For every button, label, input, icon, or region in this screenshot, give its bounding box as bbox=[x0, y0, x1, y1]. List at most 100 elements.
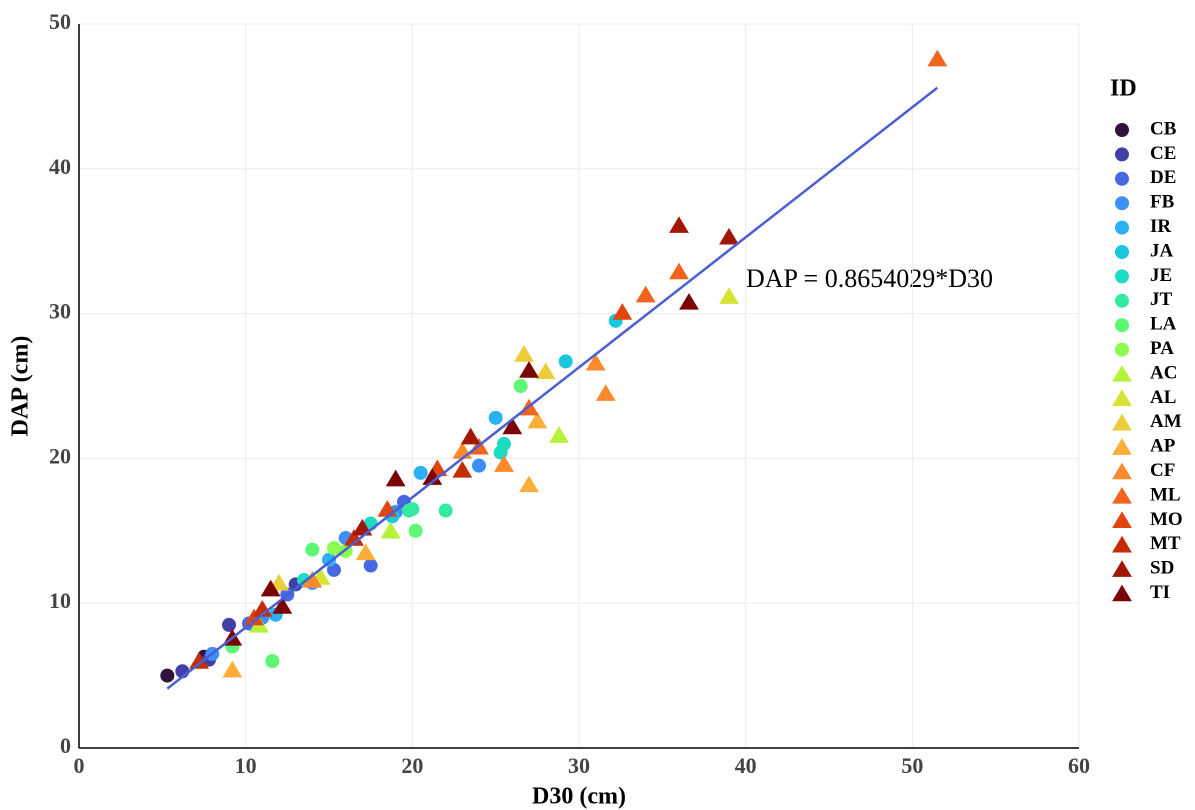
legend-label: CB bbox=[1150, 118, 1177, 139]
legend-label: JA bbox=[1150, 240, 1174, 261]
point bbox=[408, 523, 423, 538]
y-tick-label: 40 bbox=[49, 154, 71, 179]
point bbox=[305, 542, 320, 557]
point bbox=[422, 468, 443, 485]
point bbox=[535, 362, 556, 380]
point bbox=[719, 287, 739, 304]
point bbox=[355, 543, 376, 561]
point bbox=[189, 652, 209, 669]
point bbox=[252, 599, 273, 617]
legend-label: JT bbox=[1150, 289, 1173, 310]
x-tick-label: 40 bbox=[735, 753, 757, 778]
point bbox=[595, 384, 616, 401]
point bbox=[363, 558, 378, 573]
y-tick-label: 50 bbox=[49, 9, 71, 34]
x-tick-label: 50 bbox=[901, 753, 923, 778]
point bbox=[460, 427, 481, 445]
point bbox=[438, 503, 453, 518]
point bbox=[519, 475, 539, 493]
legend-label: DE bbox=[1150, 167, 1176, 188]
legend-marker bbox=[1112, 511, 1132, 529]
legend-marker bbox=[1112, 413, 1132, 431]
legend-label: AM bbox=[1150, 411, 1182, 432]
x-tick-label: 60 bbox=[1068, 753, 1090, 778]
point bbox=[549, 426, 569, 443]
annotation: DAP = 0.8654029*D30 bbox=[746, 264, 993, 293]
point bbox=[585, 353, 606, 371]
legend-label: AL bbox=[1150, 387, 1176, 408]
point bbox=[494, 455, 514, 472]
point bbox=[380, 521, 401, 539]
legend-label: LA bbox=[1150, 314, 1177, 335]
legend-marker bbox=[1112, 389, 1132, 407]
legend-label: AP bbox=[1150, 436, 1176, 457]
legend-marker bbox=[1115, 123, 1129, 137]
point bbox=[322, 552, 336, 567]
point bbox=[502, 417, 523, 435]
x-tick-label: 20 bbox=[401, 753, 423, 778]
point bbox=[272, 597, 293, 614]
x-tick-label: 0 bbox=[74, 753, 85, 778]
legend-marker bbox=[1115, 220, 1129, 235]
y-tick-label: 20 bbox=[49, 443, 71, 468]
legend-label: ML bbox=[1150, 484, 1181, 505]
point bbox=[222, 660, 243, 678]
legend-label: IR bbox=[1150, 216, 1171, 237]
point bbox=[302, 571, 323, 588]
point bbox=[260, 579, 281, 597]
y-tick-label: 0 bbox=[60, 733, 71, 758]
point bbox=[679, 293, 699, 310]
point bbox=[244, 608, 264, 626]
legend-marker bbox=[1115, 342, 1129, 357]
trendline bbox=[166, 86, 939, 690]
legend-marker bbox=[1115, 245, 1129, 259]
x-tick-label: 30 bbox=[568, 753, 590, 778]
legend-label: CE bbox=[1150, 143, 1176, 164]
point bbox=[160, 668, 175, 683]
legend-marker bbox=[1112, 462, 1132, 480]
legend-label: MT bbox=[1150, 533, 1181, 554]
legend-marker bbox=[1112, 438, 1132, 455]
x-axis-title: D30 (cm) bbox=[532, 784, 626, 810]
point bbox=[927, 49, 948, 67]
legend-marker bbox=[1112, 584, 1132, 602]
point bbox=[558, 354, 573, 369]
point bbox=[635, 285, 656, 303]
point bbox=[385, 469, 406, 487]
point bbox=[527, 411, 548, 429]
point bbox=[472, 458, 486, 473]
legend-label: MO bbox=[1150, 509, 1183, 530]
legend-marker bbox=[1112, 487, 1132, 504]
point bbox=[265, 654, 280, 669]
legend-marker bbox=[1115, 318, 1129, 333]
legend-label: JE bbox=[1150, 265, 1172, 286]
legend-label: AC bbox=[1150, 362, 1177, 383]
point bbox=[413, 465, 428, 480]
point bbox=[669, 262, 689, 280]
legend-marker bbox=[1112, 535, 1132, 553]
y-axis-title: DAP (cm) bbox=[8, 336, 34, 437]
y-tick-label: 30 bbox=[49, 299, 71, 324]
point bbox=[493, 445, 508, 460]
legend-marker bbox=[1112, 560, 1132, 577]
point bbox=[514, 345, 534, 362]
legend-label: FB bbox=[1150, 192, 1175, 213]
point bbox=[513, 379, 528, 393]
legend-marker bbox=[1112, 365, 1132, 382]
legend-label: SD bbox=[1150, 558, 1174, 579]
point bbox=[452, 460, 473, 478]
legend-marker bbox=[1115, 293, 1129, 308]
legend-label: CF bbox=[1150, 460, 1175, 481]
legend-marker bbox=[1115, 269, 1129, 284]
point bbox=[222, 617, 236, 632]
x-tick-label: 10 bbox=[235, 753, 257, 778]
point bbox=[612, 303, 633, 320]
point bbox=[669, 216, 689, 233]
point bbox=[488, 410, 503, 425]
legend-marker bbox=[1115, 196, 1129, 211]
point bbox=[452, 442, 473, 459]
point bbox=[405, 502, 420, 517]
legend-marker bbox=[1115, 171, 1129, 186]
point bbox=[719, 227, 739, 245]
